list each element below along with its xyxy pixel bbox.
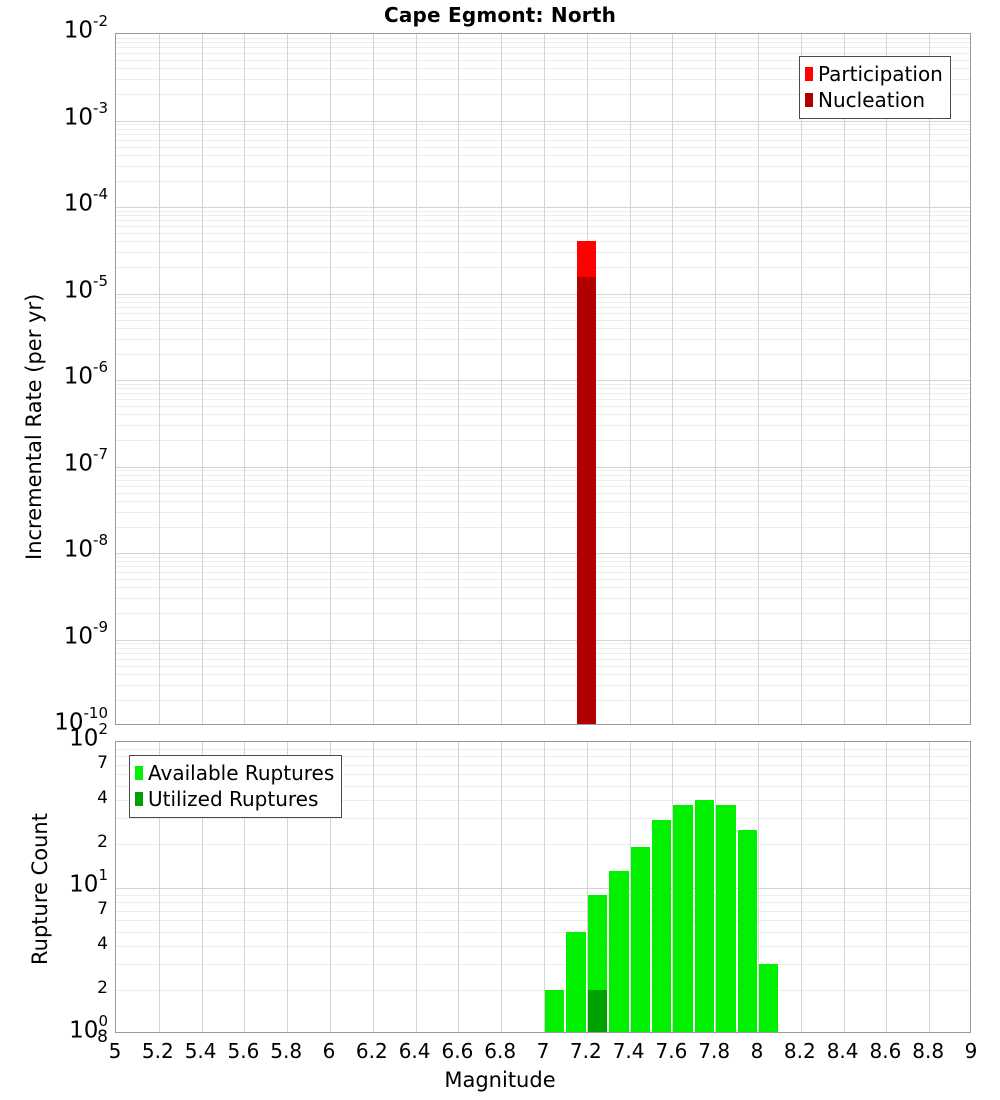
- legend-item-nucleation[interactable]: Nucleation: [805, 87, 943, 113]
- top-panel-y-tick: 10-6: [0, 365, 108, 388]
- grid-line-vertical: [501, 742, 502, 1032]
- top-panel-y-tick: 10-3: [0, 106, 108, 129]
- grid-line-vertical: [758, 34, 759, 724]
- grid-line-vertical: [929, 742, 930, 1032]
- nucleation-legend-label: Nucleation: [818, 90, 925, 110]
- top-panel-y-tick: 10-2: [0, 19, 108, 42]
- grid-line-vertical: [844, 34, 845, 724]
- top-panel-legend: Participation Nucleation: [799, 56, 951, 119]
- bottom-panel-y-axis-label: Rupture Count: [28, 813, 52, 965]
- grid-line-vertical: [202, 34, 203, 724]
- nucleation-color-swatch: [805, 93, 813, 107]
- legend-item-available-ruptures[interactable]: Available Ruptures: [135, 760, 334, 786]
- rupture-count-bar: [716, 805, 735, 1033]
- grid-line-vertical: [416, 34, 417, 724]
- rupture-count-bar: [738, 830, 757, 1033]
- bottom-panel-y-tick-minor: 7: [0, 901, 108, 918]
- grid-line-vertical: [844, 742, 845, 1032]
- available-ruptures-legend-label: Available Ruptures: [148, 763, 334, 783]
- chart-root: Cape Egmont: North 10-2 10-3 10-4 10-5 10-6 1…: [0, 0, 1000, 1100]
- incremental-rate-bar: [577, 277, 596, 725]
- grid-line-vertical: [287, 34, 288, 724]
- grid-line-vertical: [159, 34, 160, 724]
- grid-line-vertical: [929, 34, 930, 724]
- top-panel-y-axis-label: Incremental Rate (per yr): [22, 294, 46, 560]
- utilized-ruptures-color-swatch: [135, 792, 143, 806]
- rupture-count-bar: [695, 800, 714, 1033]
- top-panel-y-tick: 10-9: [0, 625, 108, 648]
- grid-line-vertical: [244, 34, 245, 724]
- bottom-panel-y-tick-minor: 2: [0, 980, 108, 997]
- top-panel-y-tick: 10-8: [0, 538, 108, 561]
- rupture-count-bar: [609, 871, 628, 1033]
- grid-line-vertical: [458, 742, 459, 1032]
- bottom-panel-y-tick-major: 102: [0, 727, 108, 750]
- participation-legend-label: Participation: [818, 64, 943, 84]
- rupture-count-bar: [631, 847, 650, 1033]
- rupture-count-bar: [545, 990, 564, 1033]
- grid-line-vertical: [801, 34, 802, 724]
- grid-line-vertical: [501, 34, 502, 724]
- rupture-count-bar: [588, 990, 607, 1033]
- grid-line-vertical: [373, 742, 374, 1032]
- grid-line-vertical: [544, 34, 545, 724]
- bottom-panel-y-tick-minor: 7: [0, 755, 108, 772]
- rupture-count-bar: [652, 820, 671, 1033]
- bottom-panel-y-tick-minor: 4: [0, 790, 108, 807]
- rupture-count-bar: [759, 964, 778, 1033]
- top-panel-y-tick: 10-4: [0, 192, 108, 215]
- bottom-panel-y-tick-minor: 2: [0, 834, 108, 851]
- grid-line-vertical: [886, 34, 887, 724]
- grid-line-vertical: [801, 742, 802, 1032]
- grid-line-vertical: [458, 34, 459, 724]
- grid-line-vertical: [715, 34, 716, 724]
- participation-color-swatch: [805, 67, 813, 81]
- bottom-panel-y-tick-minor: 4: [0, 936, 108, 953]
- rupture-count-bar: [566, 932, 585, 1033]
- grid-line-vertical: [630, 34, 631, 724]
- grid-line-vertical: [886, 742, 887, 1032]
- top-panel-plot-area: [115, 33, 971, 725]
- grid-line-vertical: [416, 742, 417, 1032]
- bottom-panel-legend: Available Ruptures Utilized Ruptures: [129, 755, 342, 818]
- bottom-panel-y-tick-major: 101: [0, 873, 108, 896]
- top-panel-y-tick: 10-5: [0, 279, 108, 302]
- legend-item-utilized-ruptures[interactable]: Utilized Ruptures: [135, 786, 334, 812]
- grid-line-vertical: [672, 34, 673, 724]
- utilized-ruptures-legend-label: Utilized Ruptures: [148, 789, 318, 809]
- grid-line-vertical: [373, 34, 374, 724]
- grid-line-vertical: [330, 34, 331, 724]
- x-axis-tick: 9: [941, 1039, 1000, 1063]
- rupture-count-bar: [673, 805, 692, 1033]
- available-ruptures-color-swatch: [135, 766, 143, 780]
- grid-line-vertical: [544, 742, 545, 1032]
- legend-item-participation[interactable]: Participation: [805, 61, 943, 87]
- chart-title: Cape Egmont: North: [0, 3, 1000, 27]
- x-axis-label: Magnitude: [0, 1068, 1000, 1092]
- top-panel-y-tick: 10-7: [0, 452, 108, 475]
